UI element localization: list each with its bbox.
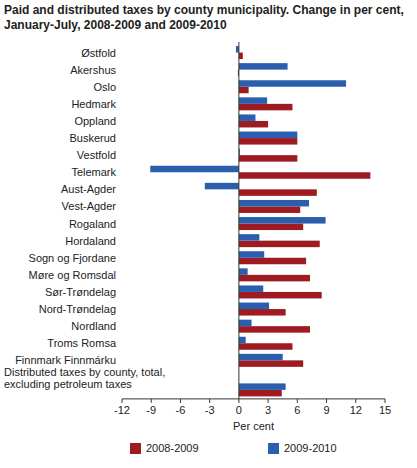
x-tick-label: -3 <box>205 404 215 416</box>
bar <box>239 172 371 179</box>
x-tick-label: -9 <box>146 404 156 416</box>
bar <box>239 337 246 344</box>
text-line: Paid and distributed taxes by county mun… <box>4 3 404 17</box>
bar <box>239 224 303 231</box>
x-tick <box>180 399 181 403</box>
x-tick-label: 9 <box>323 404 329 416</box>
x-tick-label: 12 <box>350 404 362 416</box>
bar <box>239 53 243 60</box>
bar <box>239 320 252 327</box>
x-tick-label: -6 <box>176 404 186 416</box>
zero-line <box>238 42 239 399</box>
category-label: Aust-Agder <box>61 183 116 195</box>
bar <box>239 360 303 367</box>
bar <box>239 275 310 282</box>
category-label: Rogaland <box>69 218 116 230</box>
x-tick <box>209 399 210 403</box>
x-tick <box>326 399 327 403</box>
category-label: Sogn og Fjordane <box>29 252 116 264</box>
legend-swatch <box>268 443 279 454</box>
category-label: Telemark <box>71 166 116 178</box>
bar <box>239 354 283 361</box>
category-label: Oppland <box>74 115 116 127</box>
bar <box>239 258 306 265</box>
bar <box>239 326 310 333</box>
category-label: Hedmark <box>71 98 116 110</box>
category-label: Finnmark Finnmárku <box>15 354 116 366</box>
bar <box>239 292 322 299</box>
category-label: Troms Romsa <box>47 337 117 349</box>
bar <box>239 138 297 145</box>
legend-label: 2009-2010 <box>284 442 337 454</box>
bar <box>239 251 264 258</box>
legend-label: 2008-2009 <box>146 442 199 454</box>
x-tick <box>268 399 269 403</box>
bar <box>239 234 259 241</box>
legend-swatch <box>130 443 141 454</box>
category-label: Akershus <box>70 64 116 76</box>
x-tick-label: 15 <box>379 404 391 416</box>
bar <box>239 390 282 397</box>
x-axis-label: Per cent <box>233 420 274 432</box>
bars <box>150 46 370 396</box>
bar <box>239 155 297 162</box>
title: Paid and distributed taxes by county mun… <box>4 3 404 32</box>
category-label: Hordaland <box>65 235 116 247</box>
category-label: Buskerud <box>70 132 116 144</box>
category-label: Sør-Trøndelag <box>45 286 116 298</box>
x-tick-label: 3 <box>265 404 271 416</box>
bar <box>239 104 293 111</box>
bar <box>239 97 267 104</box>
bar <box>239 132 297 139</box>
text-line: January-July, 2008-2009 and 2009-2010 <box>4 18 227 32</box>
bar <box>239 121 268 128</box>
bar <box>239 241 320 248</box>
bar <box>239 206 300 213</box>
bar <box>239 217 326 224</box>
category-label: Distributed taxes by county, total,exclu… <box>4 366 165 390</box>
category-label: Vest-Agder <box>62 200 117 212</box>
bar <box>239 343 293 350</box>
category-label: Nordland <box>71 320 116 332</box>
x-tick <box>385 399 386 403</box>
x-tick <box>151 399 152 403</box>
text-line: Distributed taxes by county, total, <box>4 366 165 378</box>
bar <box>239 309 286 316</box>
category-label: Oslo <box>93 81 116 93</box>
x-tick <box>122 399 123 403</box>
category-label: Østfold <box>81 47 116 59</box>
x-tick-label: -12 <box>114 404 130 416</box>
bar <box>150 166 239 173</box>
category-label: Nord-Trøndelag <box>39 303 116 315</box>
bar <box>239 80 346 87</box>
x-tick-label: 6 <box>294 404 300 416</box>
bar <box>239 285 263 292</box>
bar <box>239 87 249 94</box>
x-axis <box>122 398 385 399</box>
x-tick-label: 0 <box>236 404 242 416</box>
x-tick <box>355 399 356 403</box>
chart: Paid and distributed taxes by county mun… <box>0 0 417 468</box>
category-label: Vestfold <box>77 149 116 161</box>
bar <box>205 183 239 190</box>
x-tick <box>297 399 298 403</box>
bar <box>239 303 269 310</box>
category-label: Møre og Romsdal <box>29 269 116 281</box>
x-tick <box>238 399 239 403</box>
bar <box>239 63 288 70</box>
bar <box>239 200 309 207</box>
bar <box>239 268 248 275</box>
bar <box>239 189 317 196</box>
bar <box>239 383 286 390</box>
text-line: excluding petroleum taxes <box>4 378 132 390</box>
bar <box>239 114 256 121</box>
